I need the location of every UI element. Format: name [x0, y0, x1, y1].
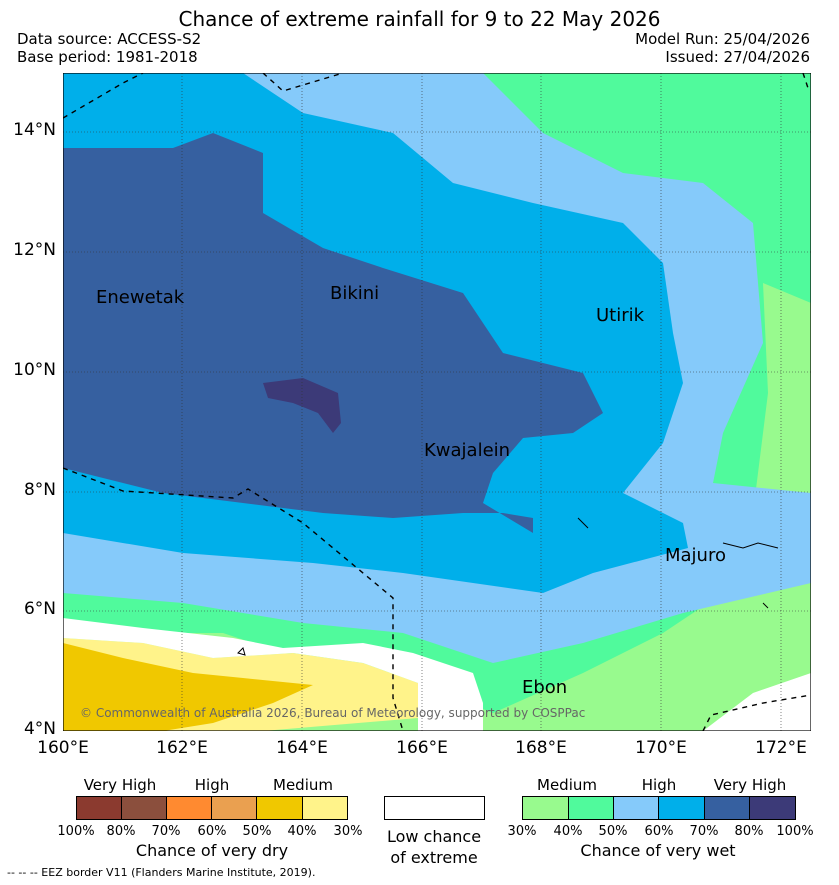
- place-ebon: Ebon: [522, 677, 568, 698]
- issued-date: Issued: 27/04/2026: [665, 48, 810, 66]
- wet-swatch-60-70: [658, 796, 705, 820]
- wet-tick: 70%: [689, 824, 719, 839]
- wet-tick: 60%: [644, 824, 674, 839]
- lon-label-172e: 172°E: [755, 738, 807, 758]
- dry-level-very-high: Very High: [83, 776, 157, 794]
- wet-tick: 80%: [734, 824, 764, 839]
- wet-level-high: High: [641, 776, 677, 794]
- wet-swatch-70-80: [704, 796, 750, 820]
- model-run: Model Run: 25/04/2026: [635, 30, 810, 48]
- dry-tick: 70%: [151, 824, 181, 839]
- lat-label-8n: 8°N: [23, 480, 56, 500]
- lon-label-166e: 166°E: [396, 738, 448, 758]
- dry-tick: 30%: [333, 824, 363, 839]
- dry-legend-title: Chance of very dry: [135, 841, 289, 860]
- lat-label-10n: 10°N: [13, 360, 56, 380]
- wet-tick: 100%: [776, 824, 814, 839]
- data-source: Data source: ACCESS-S2: [17, 30, 202, 48]
- dry-swatch-100-80: [76, 796, 122, 820]
- lon-label-170e: 170°E: [635, 738, 687, 758]
- rainfall-map: [63, 73, 811, 731]
- wet-tick: 50%: [598, 824, 628, 839]
- low-chance-region-east: [703, 673, 811, 731]
- low-chance-region: [63, 618, 483, 731]
- dry-tick: 100%: [57, 824, 95, 839]
- lat-label-4n: 4°N: [23, 719, 56, 739]
- lon-label-168e: 168°E: [515, 738, 567, 758]
- wet-swatch-40-50: [568, 796, 614, 820]
- low-chance-line2: of extreme: [390, 848, 478, 867]
- wet-swatch-30-40: [522, 796, 569, 820]
- copyright-notice: © Commonwealth of Australia 2026, Bureau…: [80, 706, 586, 720]
- map-title: Chance of extreme rainfall for 9 to 22 M…: [178, 7, 661, 31]
- header-left: Data source: ACCESS-S2 Base period: 1981…: [17, 30, 201, 66]
- dry-tick: 40%: [287, 824, 317, 839]
- islands: [237, 517, 779, 656]
- lon-label-164e: 164°E: [276, 738, 328, 758]
- place-kwajalein: Kwajalein: [424, 440, 511, 461]
- wet-level-very-high: Very High: [713, 776, 787, 794]
- dry-swatch-70-60: [166, 796, 212, 820]
- wet-swatch-80-100: [749, 796, 796, 820]
- place-utirik: Utirik: [596, 305, 645, 326]
- lat-label-12n: 12°N: [13, 240, 56, 260]
- wet-70-region: [63, 133, 603, 533]
- dry-swatch-50-40: [256, 796, 303, 820]
- place-enewetak: Enewetak: [96, 287, 185, 308]
- dry-level-high: High: [194, 776, 230, 794]
- dry-swatch-40-30: [302, 796, 348, 820]
- dry-50-region: [63, 643, 313, 731]
- dry-tick: 50%: [242, 824, 272, 839]
- wet-swatch-50-60: [613, 796, 659, 820]
- wet-legend-title: Chance of very wet: [580, 841, 736, 860]
- dry-tick: 60%: [197, 824, 227, 839]
- dry-level-medium: Medium: [273, 776, 333, 794]
- wet-tick: 30%: [507, 824, 537, 839]
- wet-tick: 40%: [553, 824, 583, 839]
- header-right: Model Run: 25/04/2026 Issued: 27/04/2026: [635, 30, 810, 66]
- base-period: Base period: 1981-2018: [17, 48, 198, 66]
- place-majuro: Majuro: [665, 545, 726, 566]
- lat-label-14n: 14°N: [13, 120, 56, 140]
- dry-tick: 80%: [106, 824, 136, 839]
- eez-footnote: -- -- -- EEZ border V11 (Flanders Marine…: [7, 866, 316, 879]
- place-bikini: Bikini: [330, 283, 380, 304]
- low-chance-swatch: [384, 796, 485, 820]
- dry-swatch-60-50: [211, 796, 257, 820]
- eez-border: [63, 73, 811, 731]
- wet-80-region: [263, 378, 341, 433]
- lon-label-162e: 162°E: [156, 738, 208, 758]
- lat-label-6n: 6°N: [23, 599, 56, 619]
- low-chance-line1: Low chance: [386, 827, 482, 846]
- lon-label-160e: 160°E: [37, 738, 89, 758]
- wet-level-medium: Medium: [537, 776, 597, 794]
- dry-swatch-80-70: [121, 796, 167, 820]
